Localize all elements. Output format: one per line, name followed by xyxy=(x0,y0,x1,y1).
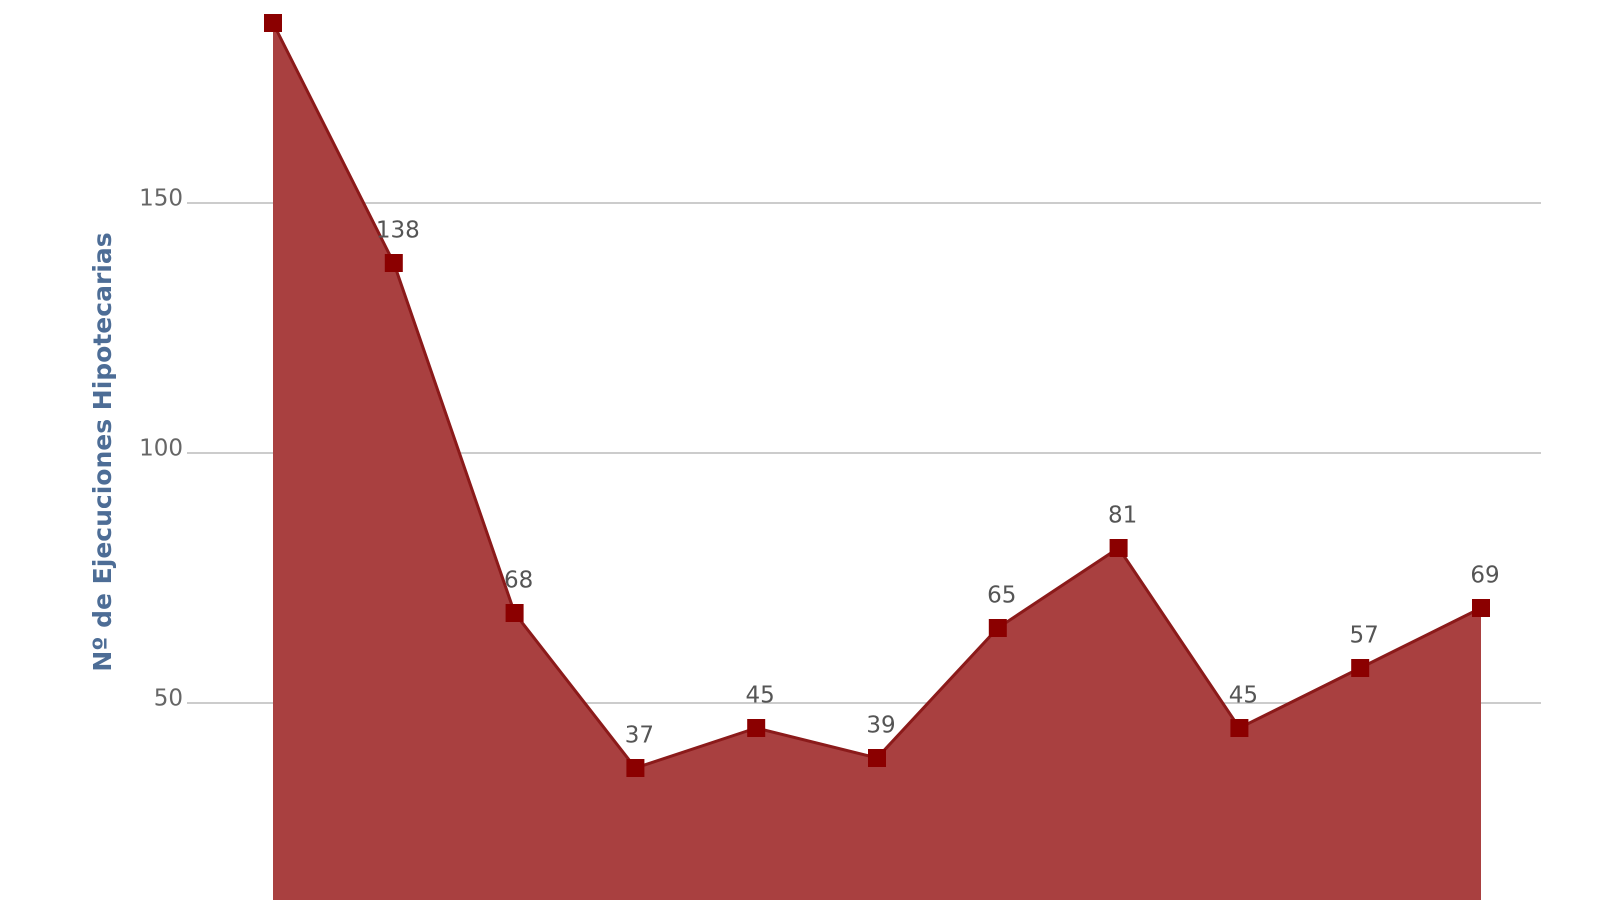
value-label: 45 xyxy=(1229,683,1258,709)
y-tick-label: 150 xyxy=(139,186,183,212)
value-label: 68 xyxy=(504,568,533,594)
area xyxy=(273,23,1481,900)
value-label: 81 xyxy=(1108,503,1137,529)
marker xyxy=(264,14,282,32)
marker xyxy=(1230,719,1249,737)
value-label: 69 xyxy=(1470,563,1499,589)
value-label: 138 xyxy=(376,218,420,244)
y-axis-title: Nº de Ejecuciones Hipotecarias xyxy=(88,232,117,671)
marker xyxy=(868,749,886,767)
marker xyxy=(626,759,645,777)
value-label: 45 xyxy=(746,683,775,709)
value-label: 186 xyxy=(255,0,299,4)
value-label: 57 xyxy=(1350,623,1379,649)
marker xyxy=(384,254,403,272)
y-tick-label: 50 xyxy=(154,686,183,712)
marker xyxy=(988,619,1007,637)
marker xyxy=(505,604,524,622)
y-tick-label: 100 xyxy=(139,436,183,462)
value-label: 37 xyxy=(625,723,654,749)
marker xyxy=(1351,659,1370,677)
value-label: 65 xyxy=(987,583,1016,609)
marker xyxy=(1472,599,1490,617)
marker xyxy=(1109,539,1128,557)
value-label: 39 xyxy=(866,713,895,739)
marker xyxy=(747,719,766,737)
